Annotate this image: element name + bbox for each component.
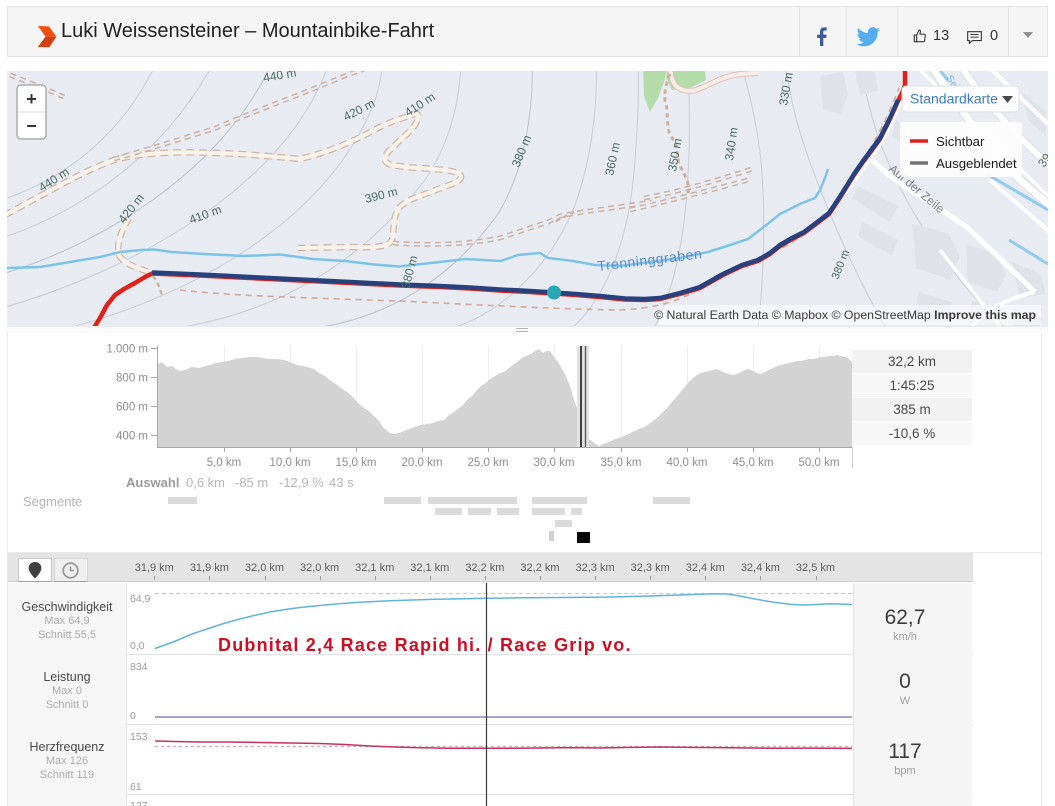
svg-text:127: 127: [130, 800, 148, 806]
svg-text:400 m: 400 m: [116, 431, 148, 443]
svg-text:0,6 km: 0,6 km: [186, 475, 225, 490]
svg-text:1.000 m: 1.000 m: [106, 344, 148, 356]
svg-text:800 m: 800 m: [116, 373, 148, 385]
svg-text:© Natural Earth Data © Mapbox: © Natural Earth Data © Mapbox © OpenStre…: [654, 308, 1036, 322]
svg-text:35,0 km: 35,0 km: [601, 457, 642, 469]
svg-text:64,9: 64,9: [130, 593, 151, 605]
svg-text:-85 m: -85 m: [235, 475, 268, 490]
svg-text:10,0 km: 10,0 km: [270, 457, 311, 469]
svg-text:350 m: 350 m: [665, 137, 685, 172]
svg-text:45,0 km: 45,0 km: [733, 457, 774, 469]
svg-text:40,0 km: 40,0 km: [667, 457, 708, 469]
svg-text:Segmente: Segmente: [23, 494, 82, 509]
svg-text:30,0 km: 30,0 km: [534, 457, 575, 469]
svg-text:-10,6 %: -10,6 %: [889, 426, 936, 441]
svg-text:Dubnital 2,4 Race Rapid hi. /: Dubnital 2,4 Race Rapid hi. / Race Grip …: [218, 635, 632, 655]
svg-text:Ausgeblendet: Ausgeblendet: [936, 156, 1017, 171]
svg-text:0,0: 0,0: [130, 640, 145, 652]
svg-text:0: 0: [130, 710, 136, 722]
svg-text:50,0 km: 50,0 km: [799, 457, 840, 469]
svg-text:20,0 km: 20,0 km: [402, 457, 443, 469]
svg-text:61: 61: [130, 781, 142, 793]
svg-text:−: −: [26, 116, 37, 136]
svg-text:+: +: [26, 89, 37, 109]
svg-text:600 m: 600 m: [116, 402, 148, 414]
svg-text:32,2 km: 32,2 km: [888, 354, 936, 369]
svg-text:15,0 km: 15,0 km: [336, 457, 377, 469]
svg-text:360 m: 360 m: [602, 141, 623, 177]
svg-text:5,0 km: 5,0 km: [207, 457, 242, 469]
svg-text:-12,9 %: -12,9 %: [279, 475, 324, 490]
svg-text:Sichtbar: Sichtbar: [936, 134, 985, 149]
svg-text:Standardkarte: Standardkarte: [910, 91, 998, 107]
svg-text:43 s: 43 s: [329, 475, 354, 490]
svg-text:834: 834: [130, 661, 148, 673]
svg-text:1:45:25: 1:45:25: [889, 378, 934, 393]
svg-text:330 m: 330 m: [776, 71, 796, 106]
svg-text:25,0 km: 25,0 km: [468, 457, 509, 469]
svg-text:340 m: 340 m: [722, 126, 741, 161]
svg-text:Auswahl: Auswahl: [126, 475, 179, 490]
svg-text:385 m: 385 m: [893, 402, 931, 417]
svg-text:153: 153: [130, 731, 148, 743]
